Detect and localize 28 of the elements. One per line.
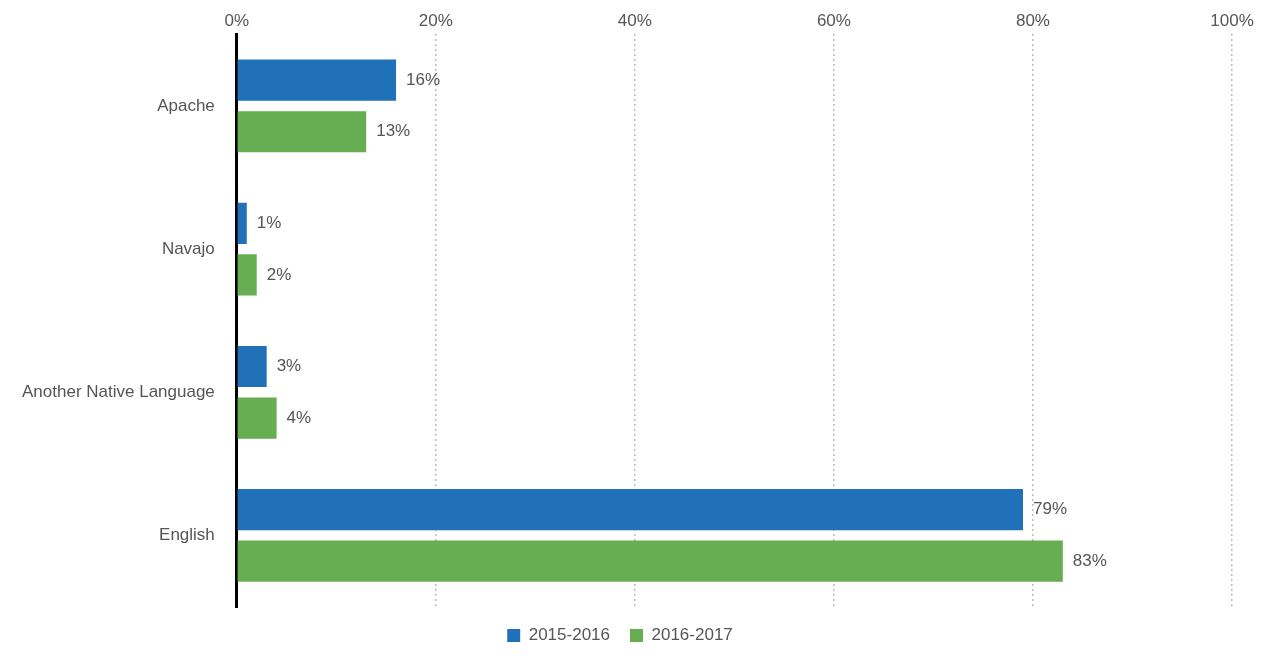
- y-tick-label: Apache: [157, 95, 215, 115]
- bar: [237, 254, 257, 296]
- bar: [237, 111, 367, 153]
- x-tick-label: 60%: [816, 10, 851, 30]
- x-tick-label: 40%: [617, 10, 652, 30]
- data-label: 2%: [266, 264, 292, 284]
- y-tick-label: Another Native Language: [22, 381, 215, 401]
- y-tick-label: Navajo: [161, 238, 215, 258]
- data-label: 1%: [256, 213, 282, 233]
- legend-label: 2016-2017: [651, 625, 733, 645]
- x-tick-label: 20%: [418, 10, 453, 30]
- data-label: 13%: [376, 121, 411, 141]
- data-label: 16%: [406, 69, 441, 89]
- y-tick-label: English: [159, 525, 215, 545]
- bar: [237, 489, 1024, 531]
- bar: [237, 202, 247, 244]
- x-tick-label: 100%: [1210, 10, 1254, 30]
- data-label: 4%: [286, 407, 312, 427]
- data-label: 83%: [1072, 550, 1107, 570]
- bar: [237, 345, 267, 388]
- x-tick-label: 80%: [1015, 10, 1050, 30]
- legend-label: 2015-2016: [528, 625, 611, 645]
- bar: [237, 59, 397, 101]
- bar: [237, 540, 1063, 582]
- x-tick-label: 0%: [224, 10, 250, 30]
- data-label: 79%: [1033, 499, 1068, 519]
- bar: [237, 397, 277, 439]
- data-label: 3%: [276, 356, 302, 376]
